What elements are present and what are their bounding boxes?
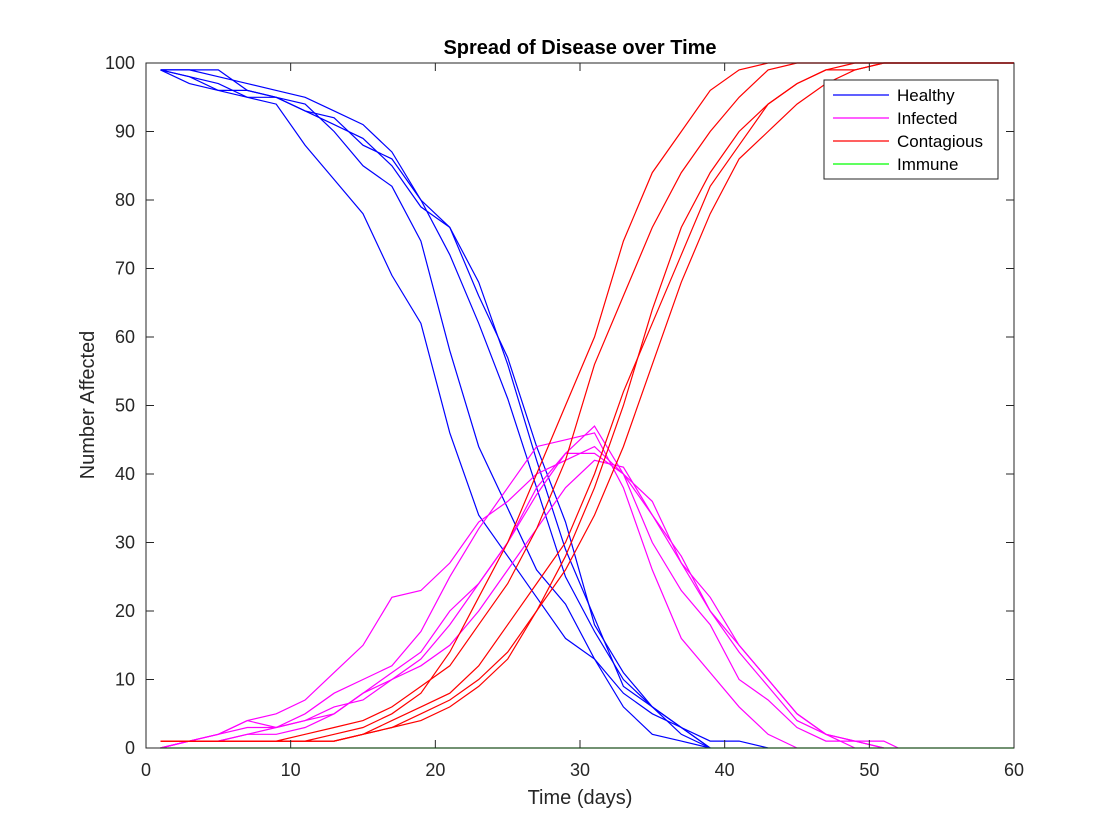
x-tick-label-60: 60 xyxy=(1004,760,1024,780)
y-axis-label: Number Affected xyxy=(77,331,99,480)
series-line-infected-7 xyxy=(160,432,798,749)
series-line-healthy-0 xyxy=(160,69,711,749)
series-line-healthy-4 xyxy=(160,69,711,749)
y-tick-label-60: 60 xyxy=(115,327,135,347)
x-tick-label-30: 30 xyxy=(570,760,590,780)
y-tick-label-40: 40 xyxy=(115,464,135,484)
chart-title: Spread of Disease over Time xyxy=(443,37,716,59)
y-tick-label-100: 100 xyxy=(105,53,135,73)
y-tick-label-80: 80 xyxy=(115,190,135,210)
y-tick-label-0: 0 xyxy=(125,738,135,758)
x-axis-label: Time (days) xyxy=(528,787,633,809)
series-line-healthy-2 xyxy=(160,69,711,749)
legend-box xyxy=(823,79,999,180)
x-tick-label-0: 0 xyxy=(141,760,151,780)
legend: Healthy Infected Contagious Immune xyxy=(823,79,999,180)
y-tick-label-10: 10 xyxy=(115,670,135,690)
x-tick-label-10: 10 xyxy=(281,760,301,780)
legend-label-healthy: Healthy xyxy=(897,86,955,105)
legend-entries: Healthy Infected Contagious Immune xyxy=(833,86,983,174)
y-tick-label-50: 50 xyxy=(115,396,135,416)
x-tick-label-40: 40 xyxy=(715,760,735,780)
y-tick-label-70: 70 xyxy=(115,259,135,279)
legend-label-immune: Immune xyxy=(897,155,958,174)
y-tick-label-90: 90 xyxy=(115,122,135,142)
legend-label-infected: Infected xyxy=(897,109,958,128)
tick-layer: 0 10 20 30 40 50 60 0 10 20 30 40 50 60 70 80 90 100 xyxy=(105,53,1024,780)
x-tick-label-20: 20 xyxy=(425,760,445,780)
legend-label-contagious: Contagious xyxy=(897,132,983,151)
x-tick-label-50: 50 xyxy=(859,760,879,780)
series-line-infected-8 xyxy=(160,425,884,749)
y-tick-label-20: 20 xyxy=(115,601,135,621)
y-tick-label-30: 30 xyxy=(115,533,135,553)
